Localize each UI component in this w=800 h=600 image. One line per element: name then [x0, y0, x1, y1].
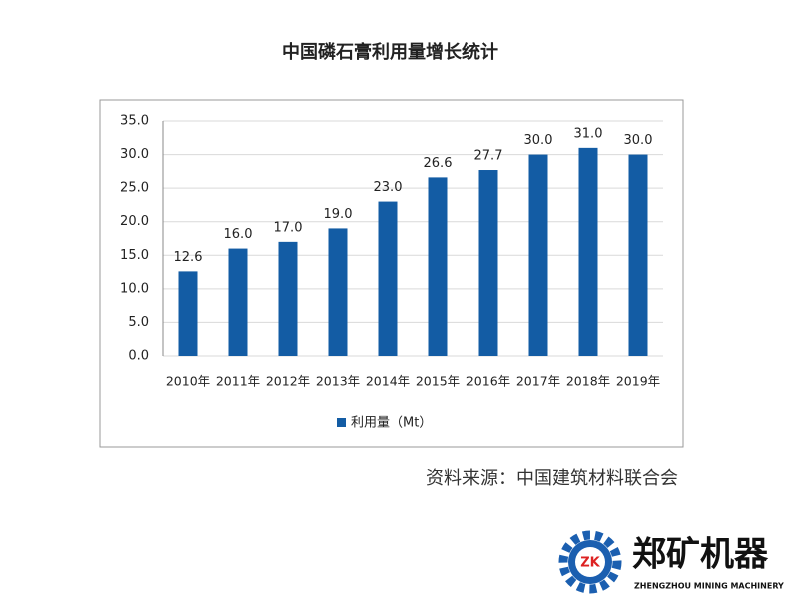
- logo-core: [575, 547, 605, 577]
- x-tick-label: 2013年: [316, 374, 360, 389]
- x-tick-label: 2017年: [516, 374, 560, 389]
- data-label: 26.6: [424, 156, 453, 171]
- y-tick-label: 0.0: [128, 349, 149, 364]
- x-tick-label: 2015年: [416, 374, 460, 389]
- x-tick-label: 2010年: [166, 374, 210, 389]
- legend-swatch: [337, 418, 346, 427]
- logo-gear-teeth: [558, 530, 622, 594]
- y-tick-label: 15.0: [120, 248, 149, 263]
- logo: ZK 郑矿机器 ZHENGZHOU MINING MACHINERY: [558, 530, 784, 594]
- logo-mark: ZK: [580, 556, 600, 571]
- x-tick-label: 2014年: [366, 374, 410, 389]
- y-tick-label: 25.0: [120, 181, 149, 196]
- x-tick-label: 2019年: [616, 374, 660, 389]
- brand-subtitle: ZHENGZHOU MINING MACHINERY: [634, 582, 784, 591]
- chart-title: 中国磷石膏利用量增长统计: [282, 41, 498, 63]
- y-tick-label: 35.0: [120, 114, 149, 129]
- x-tick-label: 2012年: [266, 374, 310, 389]
- y-tick-label: 20.0: [120, 214, 149, 229]
- data-label: 12.6: [174, 250, 203, 265]
- legend-label: 利用量（Mt）: [351, 416, 432, 431]
- y-tick-label: 10.0: [120, 281, 149, 296]
- bar: [428, 177, 448, 356]
- bar: [228, 248, 248, 356]
- bar: [178, 271, 198, 356]
- x-tick-label: 2011年: [216, 374, 260, 389]
- data-label: 23.0: [374, 180, 403, 195]
- bar: [628, 154, 648, 356]
- bar: [328, 228, 348, 356]
- bar: [278, 241, 298, 356]
- chart-frame: [99, 99, 684, 448]
- data-label: 31.0: [574, 126, 603, 141]
- y-tick-label: 30.0: [120, 147, 149, 162]
- bar: [378, 201, 398, 356]
- data-label: 17.0: [274, 220, 303, 235]
- source-note: 资料来源：中国建筑材料联合会: [426, 468, 678, 489]
- x-tick-label: 2018年: [566, 374, 610, 389]
- data-label: 30.0: [624, 133, 653, 148]
- bar: [478, 170, 498, 356]
- data-label: 27.7: [474, 149, 503, 164]
- y-tick-label: 5.0: [128, 315, 149, 330]
- brand-name: 郑矿机器: [632, 535, 769, 575]
- bar: [578, 147, 598, 356]
- bar: [528, 154, 548, 356]
- data-label: 16.0: [224, 227, 253, 242]
- data-label: 19.0: [324, 207, 353, 222]
- x-tick-label: 2016年: [466, 374, 510, 389]
- data-label: 30.0: [524, 133, 553, 148]
